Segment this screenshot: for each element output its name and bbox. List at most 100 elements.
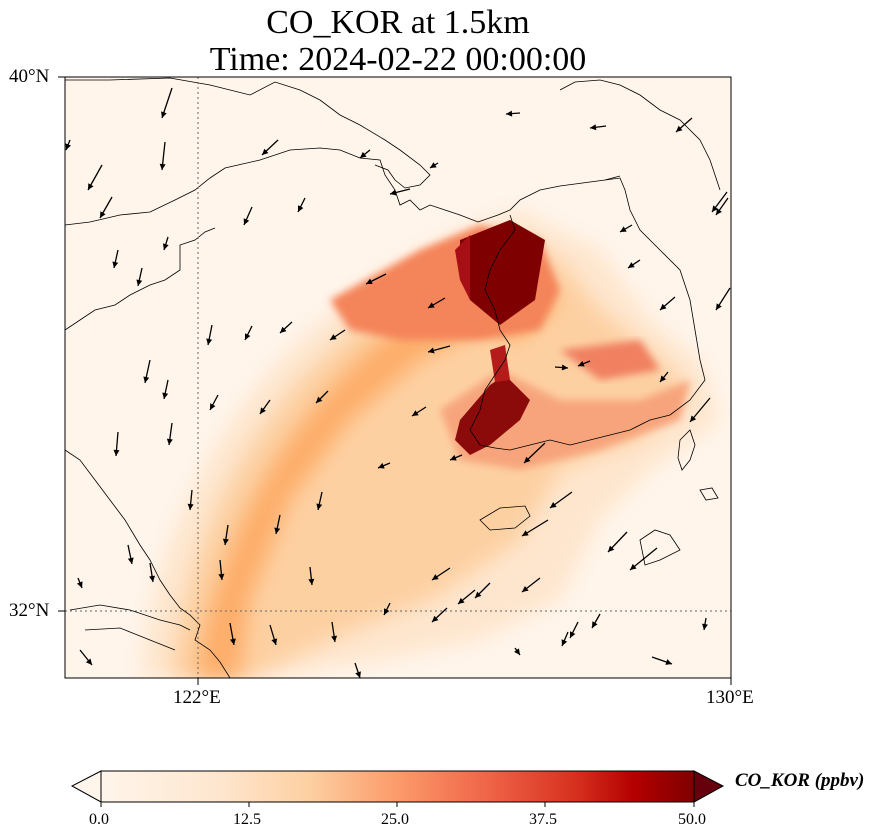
wind-arrow	[383, 602, 391, 616]
wind-arrow	[187, 489, 194, 511]
wind-arrow	[427, 297, 446, 309]
wind-arrow	[569, 621, 579, 639]
coast-korea-east	[494, 177, 706, 451]
island-jeju	[479, 505, 531, 531]
wind-arrow	[675, 117, 693, 133]
wind-arrow	[577, 360, 591, 367]
wind-arrow	[429, 162, 439, 169]
wind-arrow	[162, 379, 169, 400]
wind-arrow	[354, 662, 361, 678]
wind-arrow	[651, 656, 673, 665]
wind-arrow	[79, 649, 93, 666]
wind-arrow	[411, 406, 427, 417]
wind-arrow	[629, 547, 658, 571]
wind-arrow	[65, 139, 72, 151]
wind-arrow	[457, 589, 476, 605]
wind-arrow	[87, 164, 103, 191]
wind-arrow	[711, 191, 728, 213]
map-panel	[65, 77, 731, 678]
wind-arrow	[619, 224, 633, 233]
wind-arrow	[143, 359, 151, 384]
wind-arrow	[269, 624, 278, 646]
wind-arrow	[149, 562, 156, 583]
wind-arrow	[554, 364, 569, 371]
wind-arrow	[377, 462, 391, 469]
wind-arrow	[127, 544, 134, 565]
wind-arrow	[607, 531, 628, 553]
wind-arrow	[161, 87, 173, 119]
coast-kyushu	[639, 529, 681, 566]
hotspot-seoul-edge	[455, 235, 470, 300]
coast-yangtze-2	[84, 627, 176, 651]
colorbar-tick-0: 0.0	[89, 811, 109, 828]
wind-arrow	[316, 491, 323, 511]
wind-arrow	[715, 287, 731, 311]
wind-arrow	[162, 236, 169, 251]
wind-arrow	[549, 491, 573, 509]
wind-arrow	[505, 110, 521, 117]
wind-arrow	[561, 631, 569, 647]
wind-arrow	[591, 613, 601, 629]
wind-arrow	[365, 273, 387, 285]
gridlines	[65, 77, 731, 678]
colorbar-tick-4: 50.0	[678, 811, 706, 828]
wind-arrow	[218, 559, 225, 581]
plume-mid	[170, 235, 690, 678]
coastlines	[65, 77, 721, 678]
wind-arrow	[715, 197, 729, 216]
wind-arrow	[514, 647, 521, 656]
map-subtitle-time: Time: 2024-02-22 00:00:00	[209, 41, 587, 78]
wind-arrow	[209, 394, 219, 411]
wind-arrow	[431, 567, 451, 581]
wind-arrow	[261, 139, 279, 156]
coast-shandong	[65, 227, 216, 331]
wind-arrow	[315, 390, 329, 404]
concentration-field	[140, 210, 720, 678]
colorbar-gradient	[100, 770, 695, 803]
wind-arrow	[474, 582, 491, 599]
wind-arrow	[589, 124, 607, 131]
wind-arrow	[229, 622, 236, 646]
wind-arrow	[523, 442, 546, 464]
map-title: CO_KOR at 1.5km	[266, 4, 530, 41]
wind-arrow	[274, 514, 281, 535]
plume-spot-east	[560, 340, 660, 380]
wind-arrow	[112, 249, 119, 269]
hotspot-seoul	[460, 220, 545, 325]
wind-arrow	[222, 524, 229, 546]
wind-arrow	[297, 197, 306, 213]
wind-arrow	[279, 321, 293, 334]
colorbar-tick-3: 37.5	[529, 811, 557, 828]
colorbar-max-arrow	[693, 770, 725, 803]
wind-arrow	[627, 259, 641, 269]
wind-arrow	[702, 617, 708, 631]
lat-tick-32n: 32°N	[9, 600, 50, 621]
wind-arrow	[431, 607, 448, 623]
colorbar-min-arrow	[70, 770, 102, 803]
wind-arrow	[243, 206, 253, 226]
coast-jiangsu	[65, 449, 231, 678]
island-iki	[699, 487, 719, 501]
coast-yangtze	[69, 604, 191, 631]
wind-vectors	[65, 87, 731, 678]
hotspot-link	[490, 345, 510, 382]
colorbar-tick-2: 25.0	[381, 811, 409, 828]
map-frame	[64, 76, 732, 679]
wind-arrow	[99, 196, 113, 219]
wind-arrow	[521, 519, 549, 537]
lon-tick-130e: 130°E	[706, 687, 754, 708]
colorbar-tick-1: 12.5	[233, 811, 261, 828]
wind-arrow	[113, 431, 120, 457]
lat-tick-40n: 40°N	[9, 66, 50, 87]
colorbar	[70, 770, 725, 807]
wind-arrow	[331, 621, 338, 643]
wind-arrow	[659, 296, 676, 311]
wind-arrow	[359, 149, 371, 159]
coast-northeast	[559, 79, 721, 191]
wind-arrow	[389, 188, 411, 196]
wind-arrow	[521, 577, 541, 593]
wind-arrow	[659, 371, 669, 383]
lon-tick-122e: 122°E	[173, 687, 221, 708]
coast-bohai-west	[65, 77, 431, 189]
